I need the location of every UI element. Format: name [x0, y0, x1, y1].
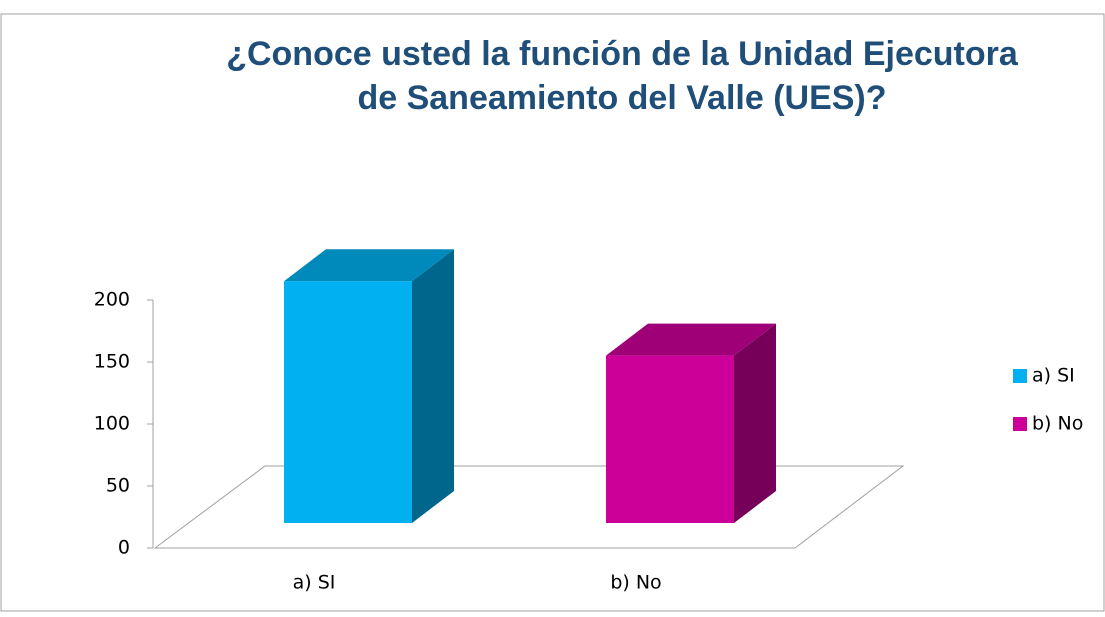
chart-frame [0, 13, 1105, 612]
legend-label: a) SI [1032, 365, 1075, 387]
y-tick-label: 0 [118, 537, 130, 559]
bar-front [606, 355, 734, 523]
legend-swatch [1013, 369, 1027, 383]
y-tick-label: 50 [106, 475, 130, 497]
chart-title: ¿Conoce usted la función de la Unidad Ej… [226, 35, 1019, 73]
x-tick-label: b) No [610, 572, 661, 594]
legend-label: b) No [1032, 413, 1083, 435]
legend-swatch [1013, 417, 1027, 431]
bar-front [284, 281, 412, 523]
x-tick-label: a) SI [293, 572, 336, 594]
bar-top [606, 323, 776, 356]
bar-side [734, 323, 776, 523]
floor [153, 465, 905, 549]
bar [606, 323, 776, 523]
y-tick-label: 100 [94, 413, 130, 435]
chart-title: de Saneamiento del Valle (UES)? [357, 79, 886, 117]
y-tick-label: 150 [94, 351, 130, 373]
y-tick-label: 200 [94, 289, 130, 311]
bar-side [412, 249, 454, 523]
bar-top [284, 249, 454, 282]
bar [284, 249, 454, 523]
